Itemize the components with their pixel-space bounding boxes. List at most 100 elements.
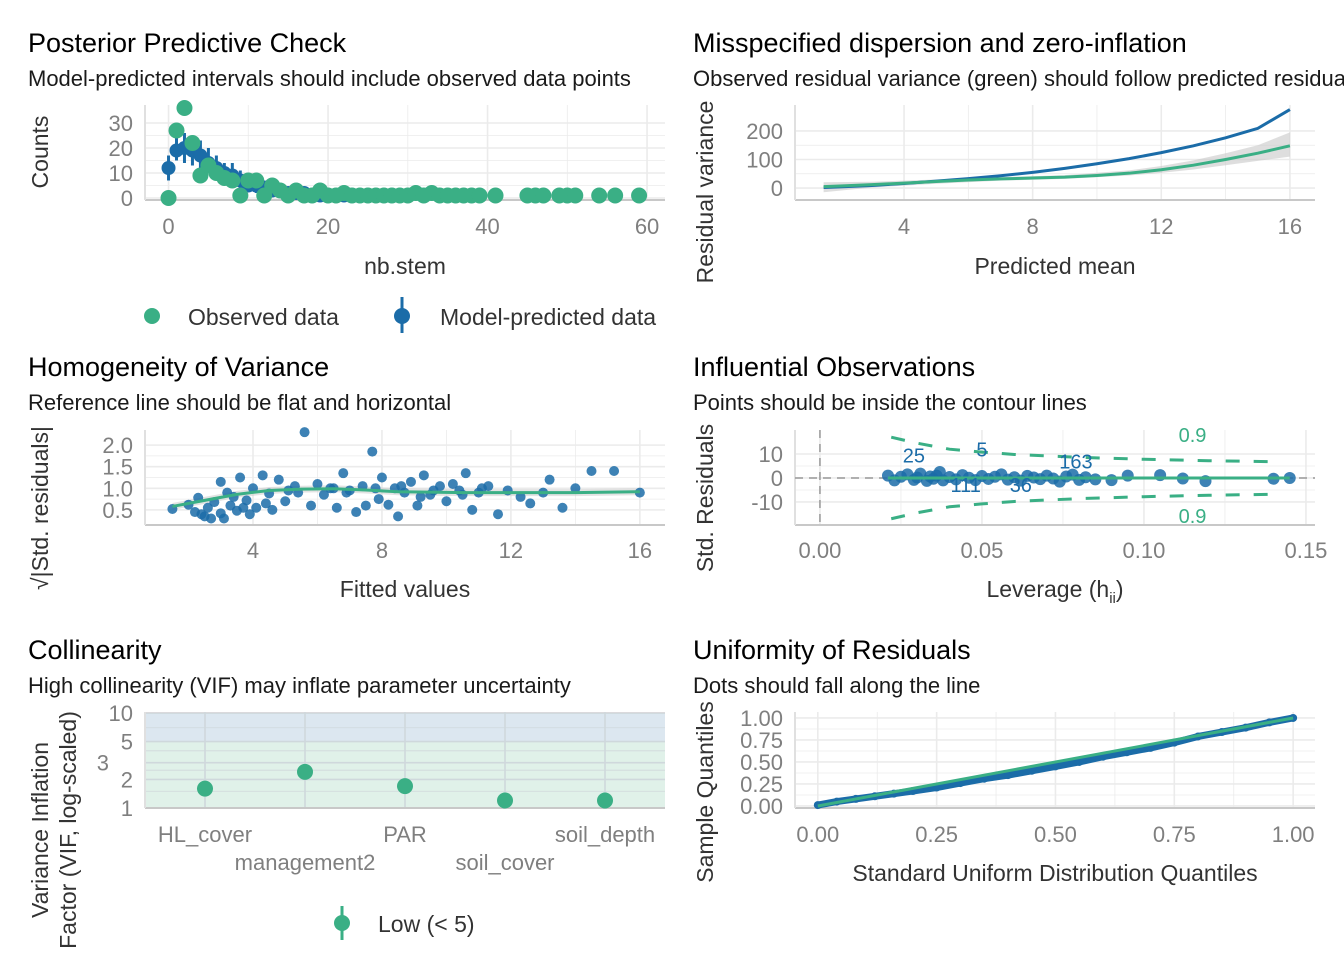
panel-subtitle: Dots should fall along the line xyxy=(693,673,980,698)
y-tick-label: 20 xyxy=(109,136,133,161)
x-tick-label: 4 xyxy=(247,538,259,563)
legend-observed-key-icon xyxy=(144,308,160,324)
leverage-point xyxy=(1105,474,1118,487)
residual-point xyxy=(383,499,394,510)
observed-point xyxy=(631,187,648,204)
residual-point xyxy=(441,496,452,507)
y-tick-label: 0.5 xyxy=(102,498,133,523)
residual-point xyxy=(460,468,471,479)
panel-title: Uniformity of Residuals xyxy=(693,635,971,665)
residual-point xyxy=(299,427,310,438)
x-axis-title-subscript: ii xyxy=(1109,590,1116,607)
point-label: 5 xyxy=(976,439,987,461)
vif-point xyxy=(497,792,513,809)
residual-point xyxy=(418,470,429,481)
residual-point xyxy=(405,476,416,487)
x-tick-label: 1.00 xyxy=(1272,822,1315,847)
x-tick-label: soil_depth xyxy=(555,822,655,847)
residual-point xyxy=(218,513,229,524)
loess-line xyxy=(172,487,640,508)
x-tick-label: HL_cover xyxy=(158,822,252,847)
x-tick-label: 16 xyxy=(1278,214,1302,239)
residual-point xyxy=(415,491,426,502)
contour-label-lower: 0.9 xyxy=(1179,506,1207,528)
x-tick-label: 0.75 xyxy=(1153,822,1196,847)
residual-point xyxy=(202,502,213,513)
x-tick-label: 0.15 xyxy=(1285,538,1328,563)
residual-point xyxy=(373,494,384,505)
x-tick-label: 0.00 xyxy=(799,538,842,563)
y-axis-title: √|Std. residuals| xyxy=(27,426,53,590)
y-tick-label: 10 xyxy=(109,161,133,186)
observed-point xyxy=(232,187,249,204)
residual-point xyxy=(306,500,317,511)
x-tick-label: 0.25 xyxy=(915,822,958,847)
residual-point xyxy=(544,474,555,485)
y-tick-label: -10 xyxy=(751,490,783,515)
x-axis-title: Leverage (hii) xyxy=(986,576,1123,607)
panel-title: Posterior Predictive Check xyxy=(28,28,347,58)
y-tick-label: 1.5 xyxy=(102,455,133,480)
y-axis-title: Std. Residuals xyxy=(692,424,718,572)
panel-title: Collinearity xyxy=(28,635,162,665)
legend-low-key-icon xyxy=(334,915,350,931)
panel-subtitle: Reference line should be flat and horizo… xyxy=(28,390,451,415)
observed-point xyxy=(184,135,201,151)
x-tick-label: 20 xyxy=(316,214,340,239)
y-tick-label: 0.75 xyxy=(740,728,783,753)
observed-point xyxy=(248,172,265,189)
residual-point xyxy=(367,446,378,457)
residual-point xyxy=(609,466,620,477)
residual-point xyxy=(338,468,349,479)
x-tick-label: 0.00 xyxy=(796,822,839,847)
residual-point xyxy=(525,498,536,509)
panel-subtitle: Model-predicted intervals should include… xyxy=(28,66,631,91)
observed-point xyxy=(168,122,185,139)
observed-point xyxy=(471,187,488,204)
panel-homogeneity-of-variance: 0.51.01.52.0 4 8 12 16 Homogeneity of Varianc… xyxy=(27,352,665,602)
x-tick-label: 60 xyxy=(635,214,659,239)
quantile-point xyxy=(1027,766,1036,775)
y-tick-label: 2 xyxy=(121,767,133,792)
x-tick-label: 0 xyxy=(162,214,174,239)
vif-point xyxy=(297,763,313,780)
panel-title: Homogeneity of Variance xyxy=(28,352,329,382)
x-tick-label: 0.10 xyxy=(1123,538,1166,563)
residual-point xyxy=(493,509,504,520)
observed-point xyxy=(567,187,584,204)
y-tick-label: 1.0 xyxy=(102,476,133,501)
x-axis-title-main: Leverage (h xyxy=(986,576,1109,602)
y-tick-label: 100 xyxy=(746,147,783,172)
y-tick-label: 5 xyxy=(121,730,133,755)
residual-point xyxy=(260,498,271,509)
residual-point xyxy=(393,511,404,522)
y-tick-label: 200 xyxy=(746,119,783,144)
quantile-point xyxy=(1075,757,1084,766)
x-tick-label: 12 xyxy=(1149,214,1173,239)
residual-point xyxy=(360,500,371,511)
contour-label-upper: 0.9 xyxy=(1179,425,1207,447)
residual-point xyxy=(396,481,407,492)
x-axis-title: Standard Uniform Distribution Quantiles xyxy=(852,860,1257,886)
panel-title: Misspecified dispersion and zero-inflati… xyxy=(693,28,1187,58)
y-tick-label: 0 xyxy=(121,186,133,211)
x-tick-label: 12 xyxy=(499,538,523,563)
residual-point xyxy=(428,485,439,496)
x-tick-label: 16 xyxy=(628,538,652,563)
residual-point xyxy=(273,474,284,485)
observed-point xyxy=(160,190,177,206)
observed-point xyxy=(591,187,608,204)
panel-collinearity: 1 235 10 HL_cover management2 PAR soil_coverso… xyxy=(27,635,665,949)
quantile-point xyxy=(1051,762,1060,771)
quantile-point xyxy=(1003,771,1012,780)
x-axis-title: nb.stem xyxy=(364,253,446,279)
x-tick-label: PAR xyxy=(383,822,427,847)
residual-point xyxy=(376,472,387,483)
y-tick-label: 30 xyxy=(109,111,133,136)
y-tick-label: 0.50 xyxy=(740,750,783,775)
y-tick-label: 1.00 xyxy=(740,706,783,731)
y-tick-label: 0.00 xyxy=(740,794,783,819)
predicted-point xyxy=(161,161,176,175)
y-tick-label: 0 xyxy=(771,466,783,491)
